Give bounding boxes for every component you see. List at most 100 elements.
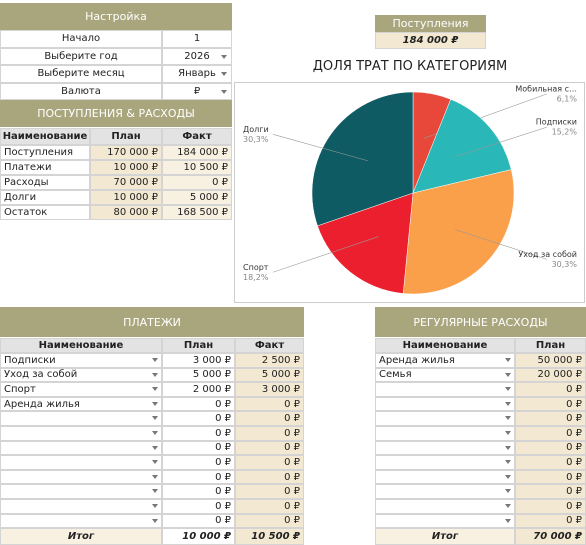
table-cell: 168 500 ₽ [162,205,232,220]
dropdown-arrow[interactable] [152,460,158,465]
table-header: РЕГУЛЯРНЫЕ РАСХОДЫ [375,307,586,337]
table-cell [375,426,515,441]
table-cell [375,396,515,412]
slice-value-label: 18,2% [243,273,269,282]
table-cell: 3 000 ₽ [162,353,235,368]
dropdown-arrow[interactable] [505,431,511,435]
dropdown-arrow[interactable] [152,387,158,392]
table-cell: 170 000 ₽ [90,145,162,160]
dropdown-arrow[interactable] [221,54,227,59]
table-cell: 0 ₽ [515,513,586,529]
dropdown-arrow[interactable] [152,504,158,508]
slice-label: Мобильная с… [515,84,577,93]
slice-value-label: 15,2% [552,128,578,137]
table-cell [0,426,162,441]
table-cell [0,499,162,514]
column-header: Наименование [0,128,90,145]
table-cell: 0 ₽ [515,455,586,470]
dropdown-arrow[interactable] [505,489,511,494]
table-cell: 10 000 ₽ [90,190,162,205]
slice-label: Долги [243,125,269,134]
table-cell: 0 ₽ [235,396,304,412]
table-cell: 0 ₽ [515,469,586,485]
table-cell: 80 000 ₽ [90,205,162,220]
dropdown-arrow[interactable] [505,445,511,450]
total-cell: Итог [375,528,515,545]
dropdown-arrow[interactable] [505,387,511,392]
pie-slice [311,91,414,227]
settings-header: Настройка [0,3,232,30]
dropdown-arrow[interactable] [152,416,158,421]
dropdown-arrow[interactable] [152,431,158,435]
table-cell: Подписки [0,353,162,368]
table-cell: Долги [0,190,90,205]
total-cell: Итог [0,528,162,545]
slice-label: Спорт [243,263,269,272]
dropdown-arrow[interactable] [152,445,158,450]
total-cell: 10 500 ₽ [235,528,304,545]
column-header: План [162,338,235,353]
table-cell [0,484,162,499]
table-cell: 0 ₽ [235,469,304,485]
setting-label: Выберите месяц [0,65,162,83]
table-cell: 0 ₽ [235,426,304,441]
table-cell [0,513,162,529]
dropdown-arrow[interactable] [152,474,158,479]
table-cell: 5 000 ₽ [162,190,232,205]
table-cell: 0 ₽ [162,175,232,190]
table-cell: 0 ₽ [162,499,235,514]
table-cell [375,484,515,499]
table-cell: 0 ₽ [515,426,586,441]
slice-label: Подписки [536,118,577,127]
slice-value-label: 6,1% [557,94,578,103]
dropdown-arrow[interactable] [152,401,158,406]
table-cell: 0 ₽ [162,484,235,499]
setting-value: Январь [162,65,232,83]
dropdown-arrow[interactable] [221,89,227,94]
setting-label: Начало [0,30,162,48]
dropdown-arrow[interactable] [505,416,511,421]
table-cell: 5 000 ₽ [162,367,235,383]
dropdown-arrow[interactable] [505,401,511,406]
dropdown-arrow[interactable] [152,358,158,362]
column-header: Факт [235,338,304,353]
table-cell: 0 ₽ [235,484,304,499]
column-header: Наименование [375,338,515,353]
table-header: ПЛАТЕЖИ [0,307,304,337]
setting-value: 1 [162,30,232,48]
table-cell: 0 ₽ [235,455,304,470]
income-value: 184 000 ₽ [375,32,486,49]
pie-slice [412,98,512,194]
leader-line [454,229,548,260]
table-cell: 0 ₽ [515,484,586,499]
total-cell: 10 000 ₽ [162,528,235,545]
slice-value-label: 30,3% [243,135,269,144]
table-cell: 2 500 ₽ [235,353,304,368]
table-cell [0,440,162,456]
table-cell: 0 ₽ [162,426,235,441]
table-cell: 0 ₽ [235,440,304,456]
total-cell: 70 000 ₽ [515,528,586,545]
dropdown-arrow[interactable] [505,474,511,479]
table-cell: 0 ₽ [515,382,586,397]
table-cell: Семья [375,367,515,383]
table-cell: 3 000 ₽ [235,382,304,397]
table-cell: 0 ₽ [235,499,304,514]
leader-line [455,126,548,158]
table-cell: 0 ₽ [162,513,235,529]
dropdown-arrow[interactable] [505,504,511,508]
dropdown-arrow[interactable] [505,460,511,465]
dropdown-arrow[interactable] [221,72,227,76]
dropdown-arrow[interactable] [505,372,511,377]
dropdown-arrow[interactable] [152,518,158,523]
table-cell: 0 ₽ [162,469,235,485]
dropdown-arrow[interactable] [152,372,158,377]
dropdown-arrow[interactable] [505,518,511,523]
dropdown-arrow[interactable] [505,358,511,362]
setting-value: 2026 [162,47,232,65]
pie-slice [402,169,515,295]
dropdown-arrow[interactable] [152,489,158,494]
table-cell [375,411,515,426]
